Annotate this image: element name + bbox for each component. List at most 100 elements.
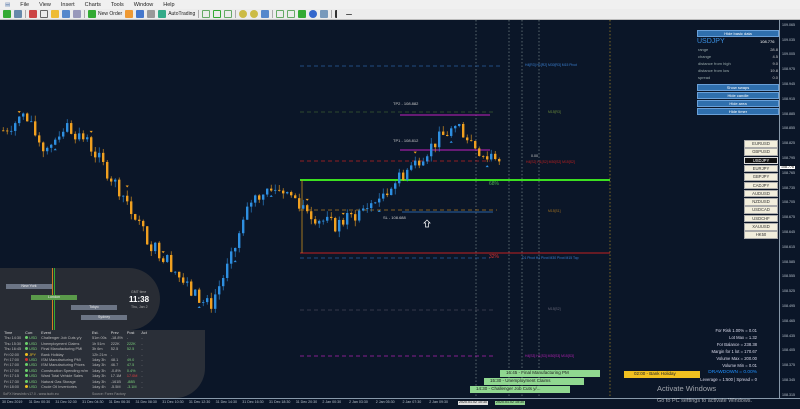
menu-view[interactable]: View xyxy=(39,1,51,8)
candle xyxy=(438,131,441,148)
event-bar-holiday[interactable]: 02:00 - Bank Holiday xyxy=(624,371,700,378)
symbol-button-hk50[interactable]: HK50 xyxy=(744,231,778,239)
candle xyxy=(446,134,449,136)
candle xyxy=(350,213,353,215)
time-tick: 31 Dec 18:30 xyxy=(269,400,291,404)
line-chart-icon[interactable] xyxy=(224,10,233,18)
new-order-button[interactable]: New Order xyxy=(88,10,122,18)
zoom-in-icon[interactable] xyxy=(239,10,248,18)
price-tick: 108.915 xyxy=(782,96,795,101)
symbol-button-gbpusd[interactable]: GBPUSD xyxy=(744,148,778,156)
symbol-button-audusd[interactable]: AUDUSD xyxy=(744,189,778,198)
hide-area-button[interactable]: Hide area xyxy=(697,100,779,107)
candle xyxy=(198,289,201,303)
candle xyxy=(230,251,233,264)
zoom-out-icon[interactable] xyxy=(250,10,259,18)
m15-r3-label: M15[R3] xyxy=(548,110,561,114)
candle xyxy=(242,219,245,234)
news-row[interactable]: Fri 17:00 USD ISM Manufacturing PMI 1day 3h… xyxy=(2,358,149,363)
news-row[interactable]: Thu 14:30 USD Challenger Job Cuts y/y 51m 0… xyxy=(2,336,149,341)
news-row[interactable]: Thu 16:45 USD Final Manufacturing PMI 3h 6m… xyxy=(2,347,149,352)
candle xyxy=(134,214,137,220)
price-tick: 108.375 xyxy=(782,363,795,368)
autotrading-button[interactable]: AutoTrading xyxy=(158,10,195,18)
symbol-button-xauusd[interactable]: XAUUSD xyxy=(744,223,778,231)
news-event: Unemployment Claims xyxy=(41,341,80,346)
hide-basic-data-button[interactable]: Hide basic data xyxy=(697,30,779,37)
signals-icon[interactable] xyxy=(125,10,134,18)
symbol-button-usdchf[interactable]: USDCHF xyxy=(744,214,778,223)
new-chart-icon[interactable] xyxy=(3,10,11,18)
templates-icon[interactable] xyxy=(320,10,329,18)
menu-tools[interactable]: Tools xyxy=(110,1,124,8)
show-swaps-button[interactable]: Show swaps xyxy=(697,84,779,91)
news-clock: 15:30 xyxy=(11,341,22,346)
menu-insert[interactable]: Insert xyxy=(60,1,75,8)
candle xyxy=(62,131,65,137)
candlestick-icon[interactable] xyxy=(213,10,222,18)
candle xyxy=(342,219,345,225)
crosshair-tool-icon[interactable] xyxy=(346,13,353,15)
symbol-button-nzdusd[interactable]: NZDUSD xyxy=(744,198,778,206)
news-currency: USD xyxy=(23,363,39,368)
chart-shift-icon[interactable] xyxy=(276,10,285,18)
time-tick: 31 Dec 02:30 xyxy=(55,400,77,404)
event-bar[interactable]: 14:30 - Challenger Job Cuts y/... xyxy=(470,386,570,393)
news-row[interactable]: Thu 15:30 USD Unemployment Claims 1h 51m 222… xyxy=(2,341,149,347)
news-act: - xyxy=(141,352,143,357)
symbol-button-eurusd[interactable]: EURUSD xyxy=(744,140,778,148)
menu-charts[interactable]: Charts xyxy=(84,1,101,8)
symbol-button-cadjpy[interactable]: CADJPY xyxy=(744,181,778,189)
periods-icon[interactable] xyxy=(309,10,318,18)
news-row[interactable]: Fri 02:00 JPY Bank Holiday 12h 21m - - - xyxy=(2,352,149,358)
event-bar[interactable]: 16:45 - Final Manufacturing PM xyxy=(500,370,600,377)
news-row[interactable]: Fri 17:15 USD Ward Total Vehicle Sales 1day… xyxy=(2,374,149,379)
candle xyxy=(458,123,461,126)
candle xyxy=(386,193,389,196)
news-header-cell: Curr. xyxy=(25,331,34,335)
candle xyxy=(178,271,181,278)
symbol-button-eurjpy[interactable]: EURJPY xyxy=(744,164,778,173)
symbol-button-gbpjpy[interactable]: GBPJPY xyxy=(744,173,778,181)
tester-icon[interactable] xyxy=(73,10,81,18)
time-axis[interactable]: 30 Dec 2019 31 Dec 00:30 31 Dec 02:30 31 De… xyxy=(0,398,800,409)
news-clock: 16:45 xyxy=(11,347,22,352)
menu-file[interactable]: File xyxy=(20,1,30,8)
candle xyxy=(282,190,285,194)
tile-windows-icon[interactable] xyxy=(261,10,270,18)
news-row[interactable]: Fri 18:00 USD Crude Oil Inventories 1day 4h… xyxy=(2,385,149,390)
news-day: Fri xyxy=(4,374,9,379)
news-row[interactable]: Fri 17:00 USD Construction Spending m/m 1da… xyxy=(2,368,149,374)
candle xyxy=(246,206,249,220)
symbol-button-usdcad[interactable]: USDCAD xyxy=(744,206,778,214)
news-clock: 02:00 xyxy=(9,352,20,357)
crosshair-icon[interactable] xyxy=(40,10,48,18)
terminal-icon[interactable] xyxy=(62,10,70,18)
price-tick: 108.795 xyxy=(782,156,795,160)
menu-help[interactable]: Help xyxy=(163,1,175,8)
news-act: - xyxy=(141,368,143,373)
candle xyxy=(410,165,413,170)
hide-timer-button[interactable]: Hide timer xyxy=(697,108,779,115)
price-axis[interactable]: 109.065 109.035 109.005 108.975 108.945 108.9… xyxy=(779,20,800,398)
print-icon[interactable] xyxy=(147,10,156,18)
news-clock: 17:00 xyxy=(9,358,20,363)
news-row[interactable]: Fri 17:30 USD Natural Gas Storage 1day 3h -1… xyxy=(2,379,149,385)
symbol-button-usdjpy[interactable]: USDJPY xyxy=(744,156,778,165)
profiles-icon[interactable] xyxy=(14,10,22,18)
candle xyxy=(166,255,169,262)
candle xyxy=(82,133,85,140)
event-bar[interactable]: 15:30 - Unemployment Claims xyxy=(484,378,584,385)
cursor-icon[interactable] xyxy=(335,10,343,18)
menu-window[interactable]: Window xyxy=(133,1,154,8)
navigator-icon[interactable] xyxy=(51,10,59,18)
indicators-icon[interactable] xyxy=(298,10,307,18)
autoscroll-icon[interactable] xyxy=(287,10,296,18)
price-chart[interactable]: New York London Tokyo Sydney GMT time 11… xyxy=(0,20,779,398)
market-watch-icon[interactable] xyxy=(29,10,37,18)
hide-candle-button[interactable]: Hide candle xyxy=(697,92,779,99)
news-row[interactable]: Fri 17:00 USD ISM Manufacturing Prices 1day… xyxy=(2,363,149,368)
candle xyxy=(190,281,193,296)
bar-chart-icon[interactable] xyxy=(202,10,211,18)
editor-icon[interactable] xyxy=(136,10,145,18)
